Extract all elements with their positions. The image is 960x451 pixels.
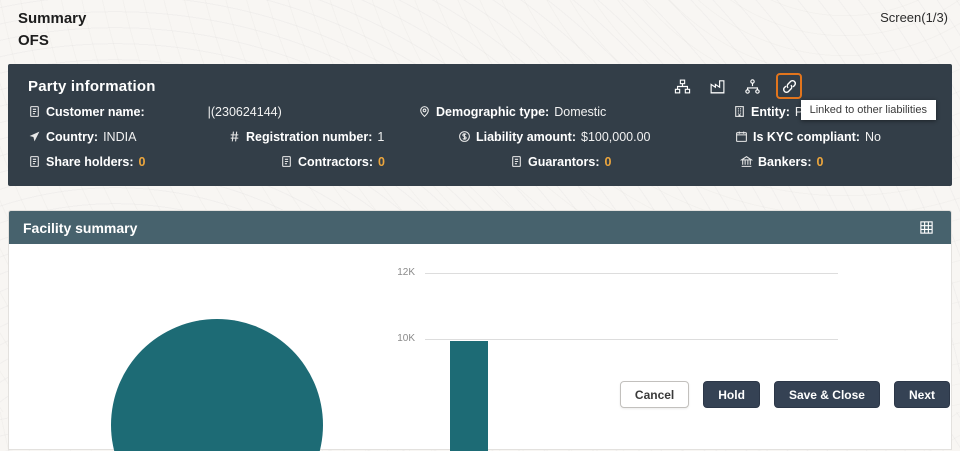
screen-indicator: Screen(1/3) xyxy=(880,10,948,25)
facility-summary-panel: Facility summary 12K 10K xyxy=(8,210,952,451)
party-hierarchy-icon[interactable] xyxy=(671,75,693,97)
bank-icon xyxy=(740,155,753,168)
field-label: Bankers: xyxy=(758,154,812,169)
gridline xyxy=(425,339,838,340)
field-kyc-compliant: Is KYC compliant: No xyxy=(735,130,881,144)
page-title: Summary xyxy=(18,10,87,27)
cancel-button[interactable]: Cancel xyxy=(619,381,690,408)
field-label: Guarantors: xyxy=(528,154,600,169)
field-value: 0 xyxy=(604,154,612,169)
field-value: 0 xyxy=(816,154,824,169)
field-value: |(230624144) xyxy=(207,104,282,119)
field-label: Share holders: xyxy=(46,154,134,169)
field-label: Is KYC compliant: xyxy=(753,129,860,144)
hold-button[interactable]: Hold xyxy=(703,381,760,408)
page-header: Summary OFS Screen(1/3) xyxy=(0,0,960,58)
party-information-panel: Party information xyxy=(8,64,952,186)
building-icon xyxy=(733,105,746,118)
party-toolbar xyxy=(671,73,802,99)
field-registration-number: Registration number: 1 xyxy=(228,130,458,144)
field-value: Domestic xyxy=(554,104,607,119)
navigation-arrow-icon xyxy=(28,130,41,143)
field-liability-amount: Liability amount: $100,000.00 xyxy=(458,130,735,144)
y-axis-tick: 10K xyxy=(397,333,415,344)
field-value: INDIA xyxy=(103,129,137,144)
calendar-check-icon xyxy=(735,130,748,143)
field-label: Registration number: xyxy=(246,129,373,144)
field-value: 0 xyxy=(378,154,385,169)
field-value: 0 xyxy=(138,154,146,169)
document-icon xyxy=(28,155,41,168)
tooltip-linked-liabilities: Linked to other liabilities xyxy=(800,100,936,120)
save-close-button[interactable]: Save & Close xyxy=(773,381,880,408)
donut-chart-segment xyxy=(111,319,323,451)
field-label: Demographic type: xyxy=(436,104,550,119)
table-grid-icon[interactable] xyxy=(915,217,937,239)
field-bankers: Bankers: 0 xyxy=(740,155,823,169)
y-axis-tick: 12K xyxy=(397,267,415,278)
field-label: Contractors: xyxy=(298,154,374,169)
field-label: Entity: xyxy=(751,104,790,119)
field-value: 1 xyxy=(377,129,385,144)
document-icon xyxy=(28,105,41,118)
field-label: Liability amount: xyxy=(476,129,576,144)
field-contractors: Contractors: 0 xyxy=(280,155,510,169)
gridline xyxy=(425,273,838,274)
field-country: Country: INDIA xyxy=(28,130,228,144)
page-subtitle: OFS xyxy=(18,31,49,49)
link-icon[interactable] xyxy=(776,73,802,99)
document-icon xyxy=(280,155,293,168)
field-label: Country: xyxy=(46,129,99,144)
field-guarantors: Guarantors: 0 xyxy=(510,155,740,169)
document-icon xyxy=(510,155,523,168)
field-demographic-type: Demographic type: Domestic xyxy=(418,105,733,119)
field-customer-name: Customer name: |(230624144) xyxy=(28,105,418,119)
facility-summary-title: Facility summary xyxy=(23,219,138,236)
org-structure-icon[interactable] xyxy=(741,75,763,97)
footer-actions: Cancel Hold Save & Close Next xyxy=(619,381,950,408)
location-pin-icon xyxy=(418,105,431,118)
bar-chart-bar xyxy=(450,341,488,451)
industry-building-icon[interactable] xyxy=(706,75,728,97)
facility-summary-header: Facility summary xyxy=(9,211,951,244)
hash-icon xyxy=(228,130,241,143)
field-share-holders: Share holders: 0 xyxy=(28,155,280,169)
field-label: Customer name: xyxy=(46,104,145,119)
facility-chart-area: 12K 10K xyxy=(9,244,951,451)
party-information-title: Party information xyxy=(28,77,156,95)
money-icon xyxy=(458,130,471,143)
field-value: $100,000.00 xyxy=(581,129,651,144)
next-button[interactable]: Next xyxy=(893,381,950,408)
field-value: No xyxy=(864,129,881,144)
